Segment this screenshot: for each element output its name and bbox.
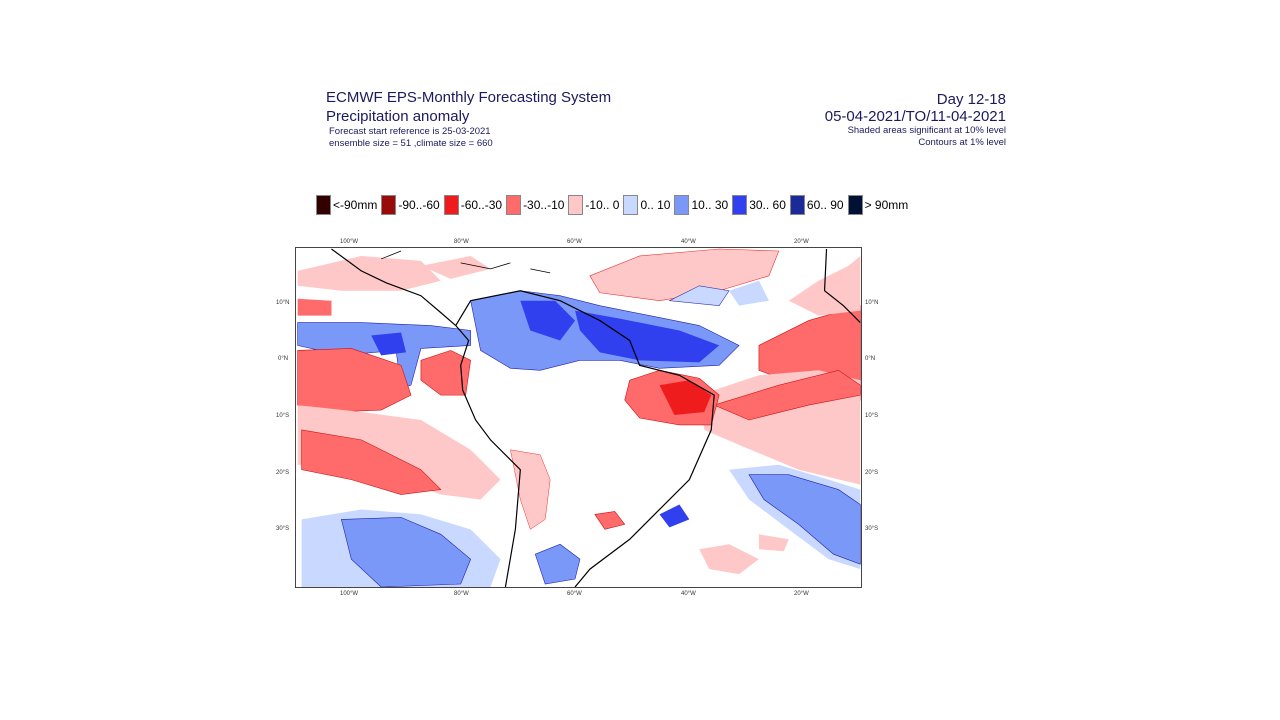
anomaly-region-positive xyxy=(341,517,471,588)
anomaly-region-negative xyxy=(659,380,712,416)
lat-tick: 10°N xyxy=(865,300,879,306)
forecast-start: Forecast start reference is 25-03-2021 xyxy=(329,126,491,137)
anomaly-region-negative xyxy=(297,405,501,500)
legend-swatch xyxy=(506,195,522,215)
legend-label: 60.. 90 xyxy=(806,198,844,212)
anomaly-region-negative xyxy=(589,248,780,301)
legend-swatch xyxy=(789,195,805,215)
contour-note: Contours at 1% level xyxy=(918,137,1006,148)
anomaly-region-positive xyxy=(748,474,861,565)
anomaly-region-negative xyxy=(297,298,332,316)
lon-tick: 100°W xyxy=(340,239,359,245)
anomaly-region-negative xyxy=(301,429,442,495)
legend-swatch xyxy=(381,195,397,215)
lat-tick: 30°S xyxy=(276,526,290,532)
day-range: Day 12-18 xyxy=(936,91,1006,108)
legend-swatch xyxy=(568,195,584,215)
legend-label: -90..-60 xyxy=(398,198,440,212)
lat-tick: 30°S xyxy=(865,526,879,532)
lat-tick: 10°S xyxy=(865,413,879,419)
legend-label: -60..-30 xyxy=(460,198,503,212)
anomaly-region-negative xyxy=(420,255,491,279)
anomaly-region-negative xyxy=(758,534,789,552)
anomaly-region-positive xyxy=(729,280,769,306)
legend-label: -10.. 0 xyxy=(585,198,620,212)
anomaly-region-positive xyxy=(659,504,690,528)
color-legend: <-90mm -90..-60 -60..-30 -30..-10 -10.. 0 0..… xyxy=(316,195,912,215)
lon-tick: 60°W xyxy=(567,591,582,597)
legend-label: 10.. 30 xyxy=(691,198,729,212)
lon-tick: 40°W xyxy=(681,591,696,597)
anomaly-region-positive xyxy=(575,310,720,363)
anomaly-region-negative xyxy=(297,255,441,291)
legend-label: > 90mm xyxy=(864,198,909,212)
map-svg xyxy=(297,248,861,588)
legend-swatch xyxy=(847,195,863,215)
coastline-africa xyxy=(823,248,861,323)
coastline-south-america xyxy=(455,290,715,588)
legend-swatch xyxy=(443,195,459,215)
anomaly-region-positive xyxy=(371,332,407,356)
anomaly-region-positive xyxy=(520,300,576,341)
lon-tick: 20°W xyxy=(794,591,809,597)
anomaly-region-negative xyxy=(594,511,626,530)
lat-tick: 0°N xyxy=(278,356,289,362)
lon-tick: 100°W xyxy=(340,591,359,597)
system-title: ECMWF EPS-Monthly Forecasting System xyxy=(326,89,612,106)
lat-tick: 20°S xyxy=(865,470,879,476)
legend-swatch xyxy=(674,195,690,215)
parameter-title: Precipitation anomaly xyxy=(326,108,470,125)
lon-tick: 20°W xyxy=(794,239,809,245)
anomaly-region-negative xyxy=(420,350,471,396)
anomaly-region-negative xyxy=(699,544,759,575)
shading-note: Shaded areas significant at 10% level xyxy=(847,125,1006,136)
lat-tick: 10°N xyxy=(276,300,290,306)
lon-tick: 40°W xyxy=(681,239,696,245)
lat-tick: 10°S xyxy=(276,413,290,419)
coastline-central-america xyxy=(331,248,457,326)
date-range: 05-04-2021/TO/11-04-2021 xyxy=(824,108,1006,125)
legend-label: 30.. 60 xyxy=(749,198,786,212)
legend-swatch xyxy=(623,195,639,215)
ensemble-sizes: ensemble size = 51 ,climate size = 660 xyxy=(329,138,493,149)
legend-label: -30..-10 xyxy=(523,198,565,212)
lat-tick: 0°N xyxy=(865,356,876,362)
lon-tick: 60°W xyxy=(567,239,582,245)
lat-tick: 20°S xyxy=(276,470,290,476)
anomaly-map xyxy=(295,247,862,588)
lon-tick: 80°W xyxy=(454,239,469,245)
legend-swatch xyxy=(316,195,331,215)
legend-swatch xyxy=(732,195,748,215)
legend-label: 0.. 10 xyxy=(640,198,671,212)
coastline-caribbean xyxy=(381,250,551,274)
anomaly-region-negative xyxy=(297,348,412,413)
legend-label: <-90mm xyxy=(333,198,378,212)
anomaly-region-positive xyxy=(534,543,581,585)
anomaly-region-negative xyxy=(713,369,861,421)
lon-tick: 80°W xyxy=(454,591,469,597)
